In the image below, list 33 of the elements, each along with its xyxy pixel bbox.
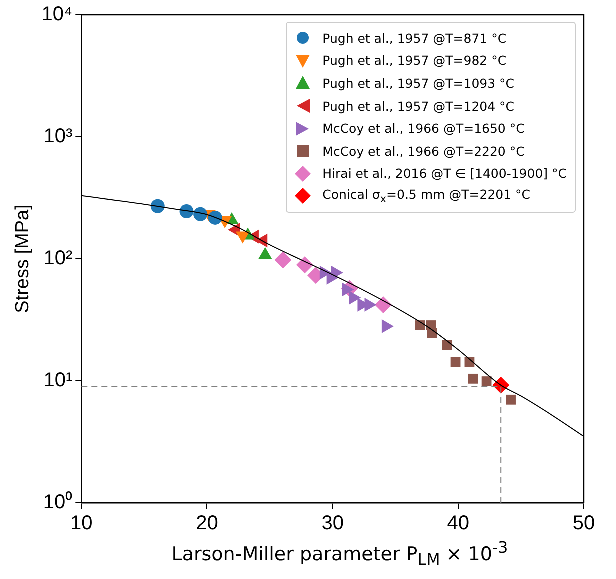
point bbox=[450, 357, 461, 368]
x-tick-label: 10 bbox=[70, 512, 93, 535]
x-tick-label: 30 bbox=[322, 512, 344, 535]
point bbox=[427, 328, 438, 338]
legend-label: Pugh et al., 1957 @T=1093 °C bbox=[322, 76, 515, 91]
legend-label: McCoy et al., 1966 @T=1650 °C bbox=[322, 121, 525, 136]
y-tick-label: 10¹ bbox=[44, 370, 73, 392]
legend-label: Conical σ$_{x}$=0.5 mm @T=2201 °C bbox=[322, 187, 531, 206]
point bbox=[180, 204, 194, 219]
legend-label: McCoy et al., 1966 @T=2220 °C bbox=[322, 144, 525, 159]
point bbox=[208, 210, 222, 225]
point bbox=[150, 199, 165, 214]
y-tick-label: 10⁴ bbox=[42, 4, 73, 26]
point bbox=[296, 256, 314, 274]
y-tick-label: 10² bbox=[44, 248, 73, 270]
x-tick-label: 40 bbox=[447, 512, 470, 535]
legend-label: Hirai et al., 2016 @T ∈ [1400-1900] °C bbox=[322, 166, 567, 182]
legend-label: Pugh et al., 1957 @T=982 °C bbox=[322, 53, 507, 68]
legend-label: Pugh et al., 1957 @T=1204 °C bbox=[322, 98, 515, 114]
point bbox=[374, 296, 392, 314]
x-tick-label: 20 bbox=[196, 512, 218, 535]
point bbox=[274, 252, 292, 269]
legend-label: Pugh et al., 1957 @T=871 °C bbox=[322, 30, 507, 46]
y-tick-label: 10⁰ bbox=[43, 490, 73, 514]
point bbox=[415, 320, 426, 330]
y-tick-label: 10³ bbox=[44, 126, 73, 148]
point bbox=[468, 374, 478, 384]
point bbox=[506, 394, 516, 405]
x-tick-label: 50 bbox=[572, 512, 596, 535]
point bbox=[194, 207, 208, 222]
x-axis-title: Larson-Miller parameter P$_{LM}$ × 10$^{-3}$ bbox=[170, 538, 510, 570]
point bbox=[482, 376, 492, 386]
y-axis-title: Stress [MPa] bbox=[12, 204, 34, 314]
